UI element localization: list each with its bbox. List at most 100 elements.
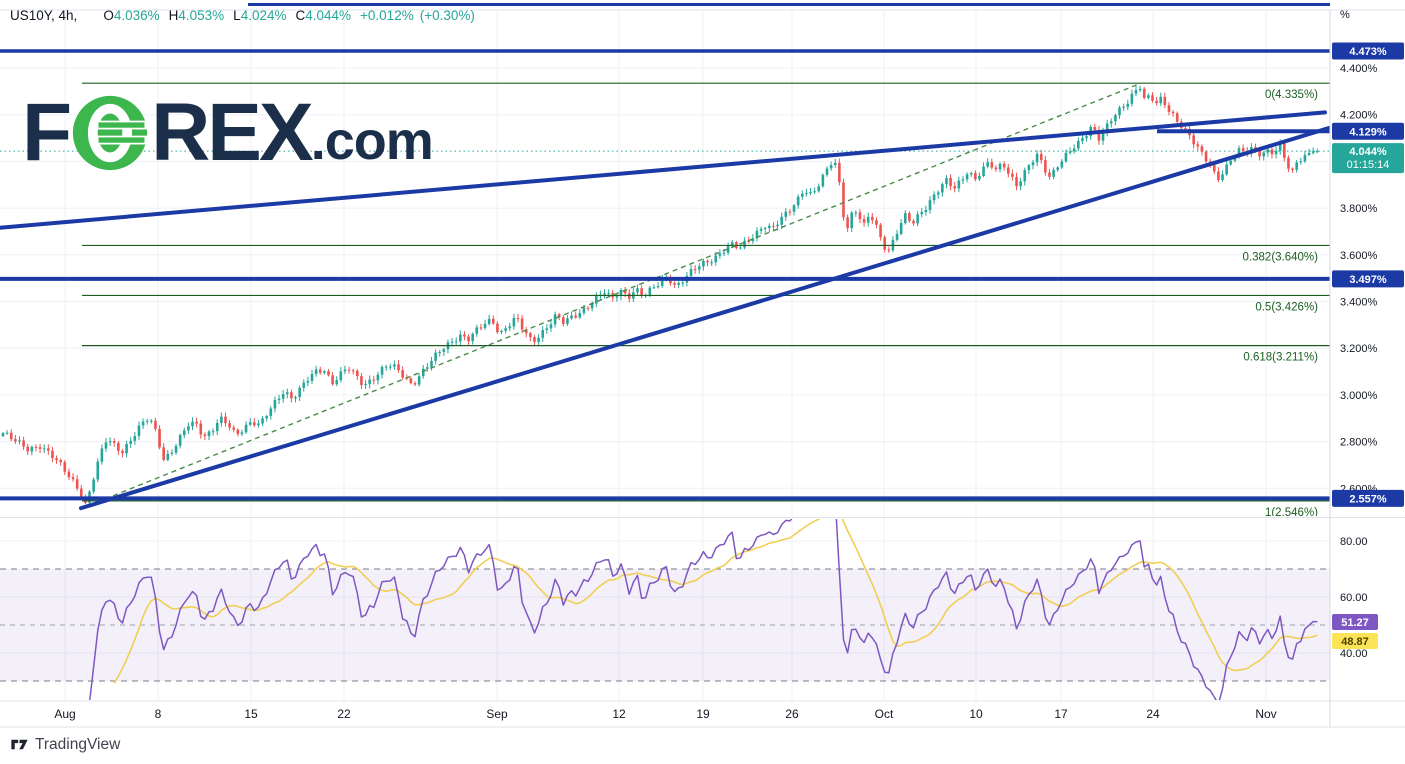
trendline[interactable] [0, 110, 1327, 230]
rsi-pane[interactable] [61, 498, 1318, 746]
candle-body [63, 462, 67, 472]
candle-body [430, 360, 433, 368]
candle-body [1241, 148, 1245, 152]
candle-body [1081, 138, 1084, 141]
candle-body [768, 225, 771, 228]
rsi-axis-tick-label: 60.00 [1340, 592, 1368, 604]
candle-body [203, 434, 207, 436]
candle-body [1048, 172, 1051, 177]
candle-body [496, 323, 499, 333]
candle-body [30, 446, 34, 452]
candle-body [1134, 90, 1138, 94]
candle-body [908, 213, 911, 221]
candle-body [1315, 151, 1319, 153]
candle-body [1151, 95, 1154, 101]
fib-trendline-dashed[interactable] [87, 82, 1142, 507]
candle-body [323, 371, 326, 373]
candle-body [137, 425, 141, 437]
candle-body [459, 334, 462, 342]
candle-body [145, 420, 149, 422]
candle-body [821, 174, 825, 187]
candle-body [1, 433, 5, 436]
candle-body [388, 366, 392, 368]
price-axis-tick-label: 3.400% [1340, 297, 1378, 309]
candle-body [776, 224, 779, 227]
candle-body [854, 212, 858, 214]
ohlc-values: O4.036% H4.053% L4.024% C4.044% [103, 8, 360, 23]
current-price-badge [1332, 143, 1404, 174]
candle-body [1072, 148, 1076, 152]
candle-body [1295, 162, 1298, 170]
candle-body [281, 394, 285, 399]
price-axis-unit: % [1340, 9, 1350, 21]
trendline[interactable] [79, 120, 1350, 511]
candle-body [1044, 160, 1047, 173]
candle-body [862, 219, 866, 223]
candle-body [871, 216, 874, 221]
candle-body [974, 172, 977, 180]
candle-body [314, 369, 318, 375]
tradingview-logo-icon [11, 739, 28, 750]
candle-body [1085, 136, 1088, 139]
candle-body [932, 194, 936, 201]
candle-body [9, 432, 13, 440]
candle-body [191, 421, 194, 427]
candle-body [829, 165, 833, 169]
candle-body [310, 374, 314, 381]
candle-body [376, 374, 380, 381]
fib-labels-layer: 0(4.335%) 0.382(3.640%) 0.5(3.426%) 0.618(3… [1243, 89, 1319, 516]
time-axis-tick-label: Aug [54, 707, 75, 721]
candle-body [384, 366, 388, 368]
candle-body [100, 448, 104, 462]
tradingview-attribution[interactable]: TradingView [10, 735, 120, 754]
candle-body [990, 162, 994, 168]
candle-body [883, 237, 886, 250]
candle-body [788, 211, 792, 213]
candle-body [1307, 152, 1311, 155]
candle-body [257, 423, 260, 426]
candle-body [722, 252, 726, 254]
candle-body [79, 488, 83, 498]
price-level-badge [1332, 270, 1404, 288]
candle-body [471, 333, 474, 342]
candle-body [141, 421, 145, 426]
candle-body [817, 186, 821, 192]
candle-body [998, 163, 1002, 170]
candle-body [813, 191, 816, 193]
candle-body [520, 318, 524, 330]
candle-body [903, 213, 907, 223]
candle-body [594, 295, 598, 304]
candle-body [92, 479, 95, 492]
rsi-value-badge [1332, 614, 1378, 630]
candle-body [1254, 147, 1257, 150]
candle-body [796, 196, 800, 206]
candle-body [1114, 115, 1117, 122]
fib-level-label: 0.5(3.426%) [1255, 301, 1318, 313]
symbol-title[interactable]: US10Y, 4h, [10, 8, 78, 23]
price-axis-tick-label: 4.400% [1340, 63, 1378, 75]
candle-body [673, 283, 676, 285]
bar-close-countdown: 01:15:14 [1347, 159, 1390, 171]
candle-body [434, 352, 437, 361]
candle-body [702, 260, 705, 267]
candle-body [1163, 96, 1167, 106]
candle-body [636, 288, 639, 293]
candle-body [603, 293, 606, 295]
time-axis-tick-label: Sep [486, 707, 508, 721]
current-price-badge-value: 4.044% [1349, 146, 1387, 158]
candle-body [364, 384, 367, 386]
candle-body [953, 186, 957, 189]
price-level-badge-label: 2.557% [1349, 493, 1387, 505]
candle-body [640, 288, 643, 296]
ohlc-label: H [168, 8, 179, 23]
candle-body [240, 432, 244, 435]
tradingview-brand-text: TradingView [35, 735, 121, 753]
time-axis-tick-label: 8 [155, 707, 162, 721]
candle-body [1266, 149, 1270, 153]
candle-body [22, 440, 25, 447]
candle-body [1109, 121, 1113, 124]
candle-body [339, 371, 343, 381]
candle-body [38, 447, 42, 449]
forex-com-watermark: F REX .com [22, 92, 434, 174]
